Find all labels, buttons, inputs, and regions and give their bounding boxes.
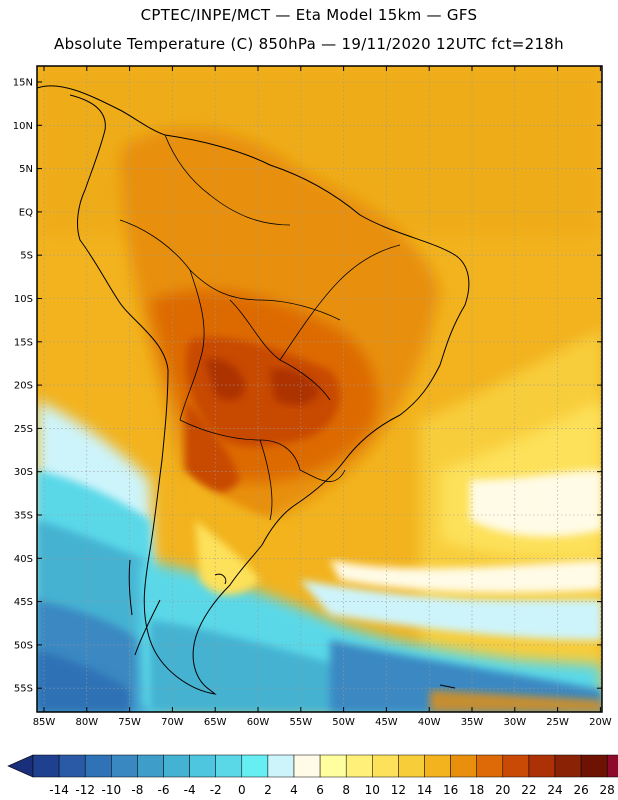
colorbar-bin <box>554 754 582 778</box>
colorbar-bin <box>58 754 86 778</box>
lat-label: 5N <box>19 164 33 175</box>
colorbar-bin <box>398 754 425 778</box>
colorbar-bin <box>293 754 321 778</box>
colorbar-label: 2 <box>264 783 272 797</box>
latitude-labels: 15N 10N 5N EQ 5S 10S 15S 20S 25S 30S 35S 40S 45S 50S 5… <box>13 78 33 695</box>
colorbar-arrow-left <box>7 754 34 778</box>
colorbar-bin <box>84 754 112 778</box>
lat-label: 45S <box>14 597 33 608</box>
map-frame <box>36 65 603 713</box>
colorbar-bin <box>372 754 399 778</box>
lat-label: 15N <box>13 78 33 89</box>
colorbar-bin <box>32 754 60 778</box>
lon-label: 80W <box>75 717 98 728</box>
colorbar-labels: -14 -12 -10 -8 -6 -4 -2 0 2 4 6 8 10 12 14 16 18 20 22 24 26… <box>49 783 615 797</box>
colorbar-bin <box>319 754 347 778</box>
colorbar-label: 0 <box>238 783 246 797</box>
lat-label: 30S <box>14 467 33 478</box>
lat-label: 5S <box>20 251 33 262</box>
colorbar-label: 20 <box>495 783 510 797</box>
lon-label: 65W <box>204 717 227 728</box>
colorbar-label: 14 <box>417 783 432 797</box>
lon-label: 45W <box>375 717 398 728</box>
colorbar-label: 28 <box>600 783 615 797</box>
colorbar-label: 10 <box>365 783 380 797</box>
lon-label: 75W <box>118 717 141 728</box>
colorbar-bin <box>502 754 530 778</box>
colorbar-label: -10 <box>101 783 121 797</box>
colorbar <box>7 754 618 778</box>
colorbar-bin <box>111 754 138 778</box>
map-title-line2: Absolute Temperature (C) 850hPa — 19/11/… <box>54 35 564 53</box>
lon-label: 55W <box>289 717 312 728</box>
lon-label: 85W <box>33 717 56 728</box>
lat-label: 10N <box>13 121 33 132</box>
lat-label: 25S <box>14 424 33 435</box>
colorbar-label: 18 <box>469 783 484 797</box>
colorbar-label: 16 <box>443 783 458 797</box>
colorbar-bin <box>476 754 504 778</box>
colorbar-bin <box>580 754 608 778</box>
colorbar-bin <box>450 754 477 778</box>
colorbar-bin <box>163 754 190 778</box>
colorbar-label: 26 <box>573 783 588 797</box>
colorbar-bin <box>345 754 373 778</box>
lon-label: 60W <box>247 717 270 728</box>
colorbar-label: 22 <box>521 783 536 797</box>
colorbar-label: -12 <box>75 783 95 797</box>
colorbar-label: -2 <box>210 783 222 797</box>
lon-label: 30W <box>503 717 526 728</box>
lat-label: EQ <box>19 207 33 218</box>
colorbar-label: -8 <box>131 783 143 797</box>
lat-label: 55S <box>14 684 33 695</box>
lat-label: 40S <box>14 554 33 565</box>
country-borders <box>119 134 401 521</box>
lon-label: 20W <box>589 717 612 728</box>
coastlines <box>37 85 470 695</box>
lon-label: 35W <box>461 717 484 728</box>
colorbar-bin <box>606 754 618 778</box>
colorbar-label: 8 <box>342 783 350 797</box>
axis-ticks <box>37 66 602 712</box>
temperature-field <box>37 66 602 712</box>
lat-label: 20S <box>14 381 33 392</box>
colorbar-bin <box>241 754 269 778</box>
lat-label: 15S <box>14 337 33 348</box>
lat-label: 10S <box>14 294 33 305</box>
lon-label: 70W <box>161 717 184 728</box>
colorbar-label: 24 <box>547 783 562 797</box>
longitude-labels: 85W 80W 75W 70W 65W 60W 55W 50W 45W 40W 35W 30W 25W 2… <box>33 717 612 728</box>
colorbar-bin <box>528 754 556 778</box>
colorbar-bin <box>189 754 216 778</box>
colorbar-label: -4 <box>184 783 196 797</box>
colorbar-bin <box>215 754 243 778</box>
colorbar-bin <box>424 754 451 778</box>
colorbar-label: 4 <box>290 783 298 797</box>
map-title-line1: CPTEC/INPE/MCT — Eta Model 15km — GFS <box>140 6 478 24</box>
colorbar-label: -6 <box>158 783 170 797</box>
colorbar-label: 12 <box>391 783 406 797</box>
colorbar-bin <box>137 754 164 778</box>
colorbar-label: 6 <box>316 783 324 797</box>
colorbar-bin <box>267 754 295 778</box>
lon-label: 40W <box>418 717 441 728</box>
lat-label: 35S <box>14 511 33 522</box>
colorbar-label: -14 <box>49 783 69 797</box>
lon-label: 50W <box>332 717 355 728</box>
lat-label: 50S <box>14 640 33 651</box>
lon-label: 25W <box>546 717 569 728</box>
